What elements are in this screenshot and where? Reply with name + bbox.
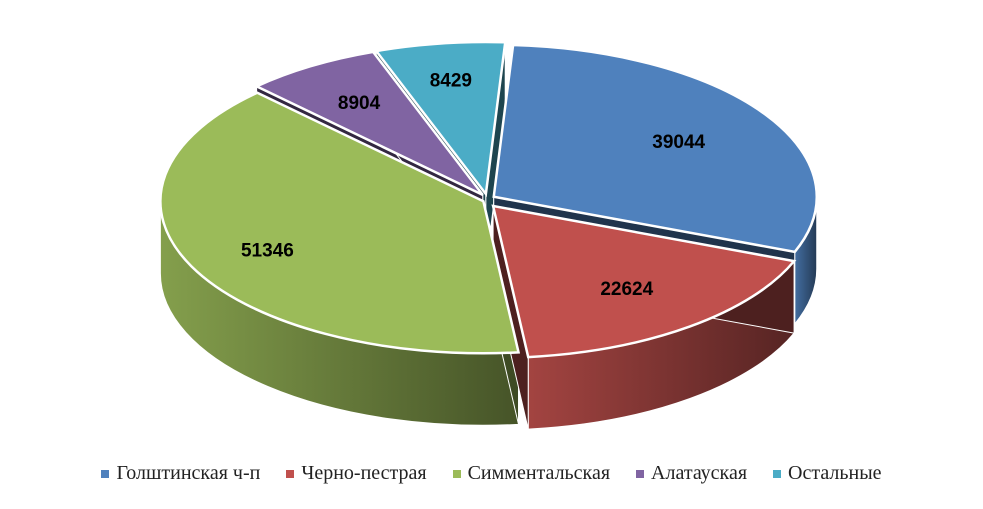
pie-chart: 39044 22624 51346 8904 8429 [159,40,818,430]
pie-slice-3 [253,50,484,197]
legend-label-0: Голштинская ч-п [116,462,261,484]
legend-swatch-4 [773,469,782,478]
legend-swatch-0 [101,469,110,478]
data-label-3: 8904 [338,93,381,114]
legend-label-2: Симментальская [467,462,611,484]
legend-item-1: Черно-пестрая [286,462,427,485]
legend-item-4: Остальные [773,462,882,485]
pie-slice-4 [373,40,507,198]
data-label-0: 39044 [652,132,705,153]
legend-item-3: Алатауская [636,462,747,485]
pie-tops [159,40,818,359]
legend-item-2: Симментальская [452,462,611,485]
legend-swatch-2 [452,469,461,478]
pie-data-labels: 39044 22624 51346 8904 8429 [241,71,706,300]
legend: Голштинская ч-п Черно-пестрая Симменталь… [0,462,983,485]
pie-slice-0 [492,43,818,254]
legend-label-3: Алатауская [651,462,748,484]
pie-slice-2 [159,91,521,355]
data-label-1: 22624 [600,279,653,300]
pie-slice-1 [491,204,797,359]
legend-label-1: Черно-пестрая [301,462,427,484]
data-label-4: 8429 [430,71,472,92]
legend-label-4: Остальные [788,462,882,484]
data-label-2: 51346 [241,240,294,261]
legend-swatch-3 [636,469,645,478]
legend-swatch-1 [286,469,295,478]
legend-item-0: Голштинская ч-п [101,462,260,485]
